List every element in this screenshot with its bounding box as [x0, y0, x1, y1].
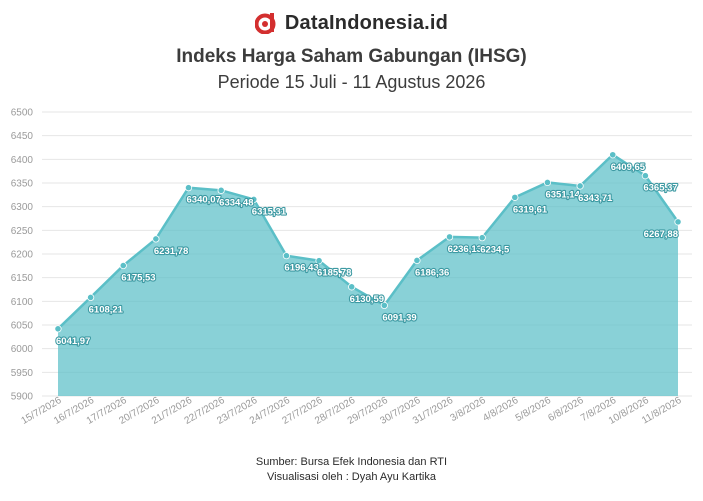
credit-note: Visualisasi oleh : Dyah Ayu Kartika — [267, 471, 436, 483]
data-label: 6315,31 — [252, 206, 287, 217]
y-tick-label: 6400 — [11, 155, 34, 166]
y-tick-label: 6000 — [11, 344, 34, 355]
brand-name: DataIndonesia.id — [284, 11, 449, 34]
data-point — [445, 233, 454, 241]
data-label: 6340,07 — [187, 195, 221, 206]
data-point — [641, 172, 649, 180]
data-label: 6343,71 — [578, 193, 613, 204]
data-point — [674, 218, 682, 226]
y-tick-label: 6150 — [11, 273, 34, 284]
data-label: 6041,97 — [56, 336, 90, 347]
data-label: 6186,36 — [415, 267, 449, 278]
brand-header: DataIndonesia.id — [0, 10, 703, 36]
y-tick-label: 6300 — [11, 202, 34, 213]
source-note: Sumber: Bursa Efek Indonesia dan RTI — [255, 456, 448, 468]
y-tick-label: 6100 — [11, 297, 34, 308]
data-point — [348, 283, 356, 291]
data-point — [152, 235, 160, 243]
data-point — [315, 257, 323, 265]
x-tick-label: 5/8/2026 — [514, 395, 554, 424]
data-point — [54, 325, 62, 333]
data-label: 6185,78 — [317, 268, 351, 279]
data-point — [119, 261, 127, 270]
y-tick-label: 6500 — [11, 108, 34, 119]
data-point — [511, 193, 519, 201]
y-tick-label: 6350 — [11, 179, 34, 190]
data-label: 6267,88 — [644, 229, 678, 240]
data-label: 6334,48 — [219, 197, 253, 208]
data-label: 6236,13 — [448, 244, 482, 255]
chart-footer: Sumber: Bursa Efek Indonesia dan RTI Vis… — [0, 455, 703, 485]
data-label: 6091,39 — [382, 312, 416, 323]
data-label: 6365,37 — [643, 183, 677, 194]
data-point — [282, 252, 291, 260]
data-label: 6234,5 — [480, 245, 510, 256]
data-label: 6409,65 — [611, 162, 646, 173]
x-tick-label: 4/8/2026 — [481, 395, 521, 424]
data-label: 6351,14 — [545, 189, 580, 200]
chart-subtitle: Periode 15 Juli - 11 Agustus 2026 — [217, 72, 486, 92]
data-point — [576, 182, 584, 190]
y-tick-label: 5950 — [11, 368, 34, 379]
data-label: 6108,21 — [89, 304, 124, 315]
data-label: 6196,43 — [284, 263, 318, 274]
data-point — [543, 178, 552, 187]
data-label: 6231,78 — [154, 246, 188, 257]
data-point — [413, 256, 421, 265]
data-point — [184, 184, 193, 192]
y-tick-label: 6450 — [11, 131, 34, 142]
y-tick-label: 5900 — [11, 392, 34, 403]
series-line — [57, 153, 680, 330]
data-point — [250, 195, 258, 204]
data-point — [217, 186, 225, 194]
x-tick-label: 3/8/2026 — [448, 395, 488, 424]
series-area — [58, 154, 678, 396]
y-tick-label: 6250 — [11, 226, 34, 237]
data-label: 6175,53 — [121, 273, 155, 284]
data-point — [609, 151, 617, 159]
data-label: 6319,61 — [513, 204, 548, 215]
data-label: 6130,59 — [350, 294, 384, 305]
chart-title: Indeks Harga Saham Gabungan (IHSG) — [176, 46, 527, 67]
dataindonesia-logo-icon — [254, 13, 276, 34]
x-tick-label: 6/8/2026 — [546, 395, 586, 424]
y-tick-label: 6050 — [11, 321, 34, 332]
data-point — [380, 301, 388, 310]
data-point — [87, 293, 95, 302]
y-tick-label: 6200 — [11, 250, 34, 261]
data-point — [478, 234, 486, 242]
